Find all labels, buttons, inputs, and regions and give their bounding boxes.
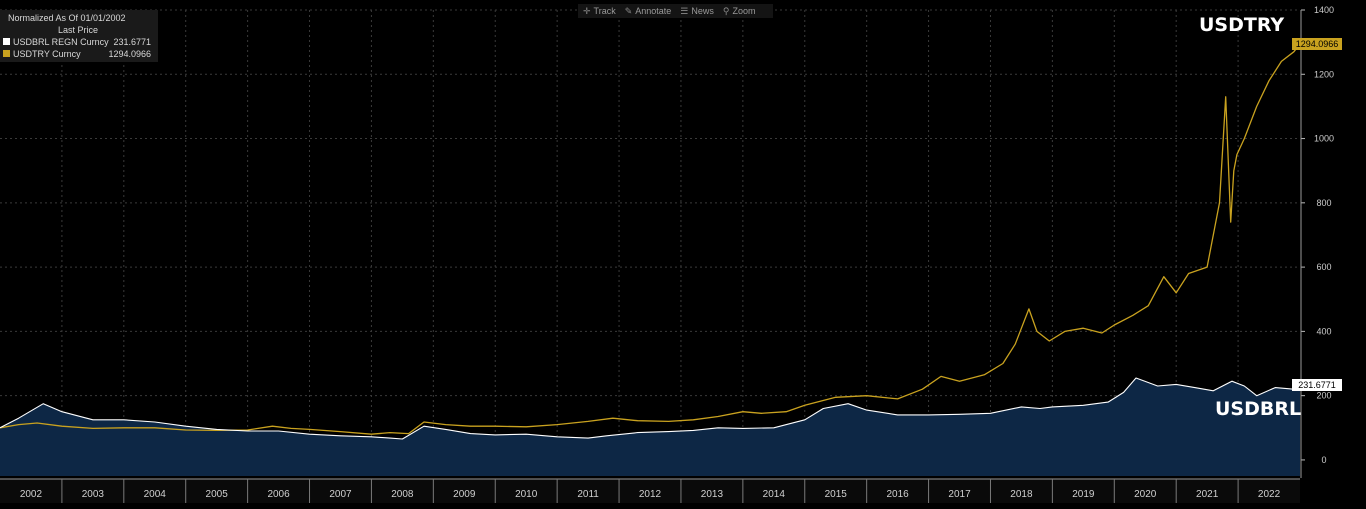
news-label: News [691, 6, 714, 16]
crosshair-icon: ✛ [583, 5, 591, 16]
x-tick-label: 2009 [453, 489, 476, 500]
x-tick-label: 2014 [763, 489, 786, 500]
usdbrl-annotation: USDBRL [1215, 398, 1302, 420]
y-tick-label: 1000 [1314, 134, 1334, 144]
area-layer [0, 378, 1300, 476]
y-tick-label: 1200 [1314, 69, 1334, 79]
usdbrl-last-value-tag: 231.6771 [1292, 379, 1342, 392]
legend-name-usdbrl: USDBRL REGN Curncy [13, 37, 109, 47]
x-tick-label: 2002 [20, 489, 43, 500]
y-axis: 0 200 400 600 800 1000 1200 1400 [1300, 5, 1334, 478]
annotate-label: Annotate [635, 6, 672, 16]
legend-value-usdtry: 1294.0966 [108, 49, 151, 59]
pencil-icon: ✎ [624, 5, 633, 16]
x-tick-label: 2004 [144, 489, 167, 500]
x-tick-label: 2010 [515, 489, 538, 500]
legend-entry-usdbrl[interactable]: USDBRL REGN Curncy 231.6771 [3, 36, 155, 48]
x-tick-label: 2017 [948, 489, 971, 500]
x-axis: 2002 2003 2004 2005 2006 2007 2008 2009 2010 2011… [0, 478, 1300, 503]
x-tick-label: 2006 [267, 489, 290, 500]
legend-swatch-usdtry [3, 50, 10, 57]
magnifier-icon: ⚲ [722, 5, 730, 16]
y-tick-label: 800 [1316, 198, 1331, 208]
y-tick-label: 200 [1316, 391, 1331, 401]
legend-subtitle: Last Price [58, 25, 99, 35]
y-tick-label: 600 [1316, 262, 1331, 272]
x-tick-label: 2015 [825, 489, 848, 500]
x-tick-label: 2021 [1196, 489, 1219, 500]
usdtry-last-value-tag: 1294.0966 [1292, 38, 1342, 51]
legend: Normalized As Of 01/01/2002 Last Price U… [0, 10, 158, 62]
y-tick-label: 1400 [1314, 5, 1334, 15]
zoom-button[interactable]: ⚲ Zoom [723, 6, 756, 17]
usdbrl-area [0, 378, 1300, 476]
y-tick-label: 0 [1321, 455, 1326, 465]
annotate-button[interactable]: ✎ Annotate [625, 6, 672, 17]
y-tick-label: 400 [1316, 326, 1331, 336]
track-button[interactable]: ✛ Track [583, 6, 616, 17]
usdtry-annotation: USDTRY [1199, 14, 1285, 36]
zoom-label: Zoom [732, 6, 756, 16]
x-tick-label: 2013 [701, 489, 724, 500]
x-tick-label: 2016 [886, 489, 909, 500]
x-tick-label: 2008 [391, 489, 414, 500]
x-tick-label: 2018 [1010, 489, 1033, 500]
x-tick-label: 2019 [1072, 489, 1095, 500]
x-axis-band [0, 479, 1300, 503]
legend-entry-usdtry[interactable]: USDTRY Curncy 1294.0966 [3, 48, 155, 60]
usdtry-series-line [0, 43, 1301, 435]
chart-toolbar: ✛ Track ✎ Annotate ☰ News ⚲ Zoom [578, 4, 773, 18]
x-tick-label: 2003 [82, 489, 105, 500]
x-tick-label: 2022 [1258, 489, 1281, 500]
news-button[interactable]: ☰ News [680, 6, 714, 17]
news-icon: ☰ [680, 5, 689, 16]
x-tick-label: 2011 [577, 489, 599, 500]
x-tick-label: 2012 [639, 489, 662, 500]
legend-title: Normalized As Of 01/01/2002 [8, 13, 126, 23]
legend-swatch-usdbrl [3, 38, 10, 45]
x-tick-label: 2020 [1134, 489, 1157, 500]
track-label: Track [593, 6, 616, 16]
line-layer [0, 43, 1301, 440]
legend-name-usdtry: USDTRY Curncy [13, 49, 81, 59]
x-tick-label: 2005 [206, 489, 229, 500]
legend-value-usdbrl: 231.6771 [113, 37, 151, 47]
usdbrl-series-line [0, 377, 1301, 440]
x-tick-label: 2007 [329, 489, 352, 500]
